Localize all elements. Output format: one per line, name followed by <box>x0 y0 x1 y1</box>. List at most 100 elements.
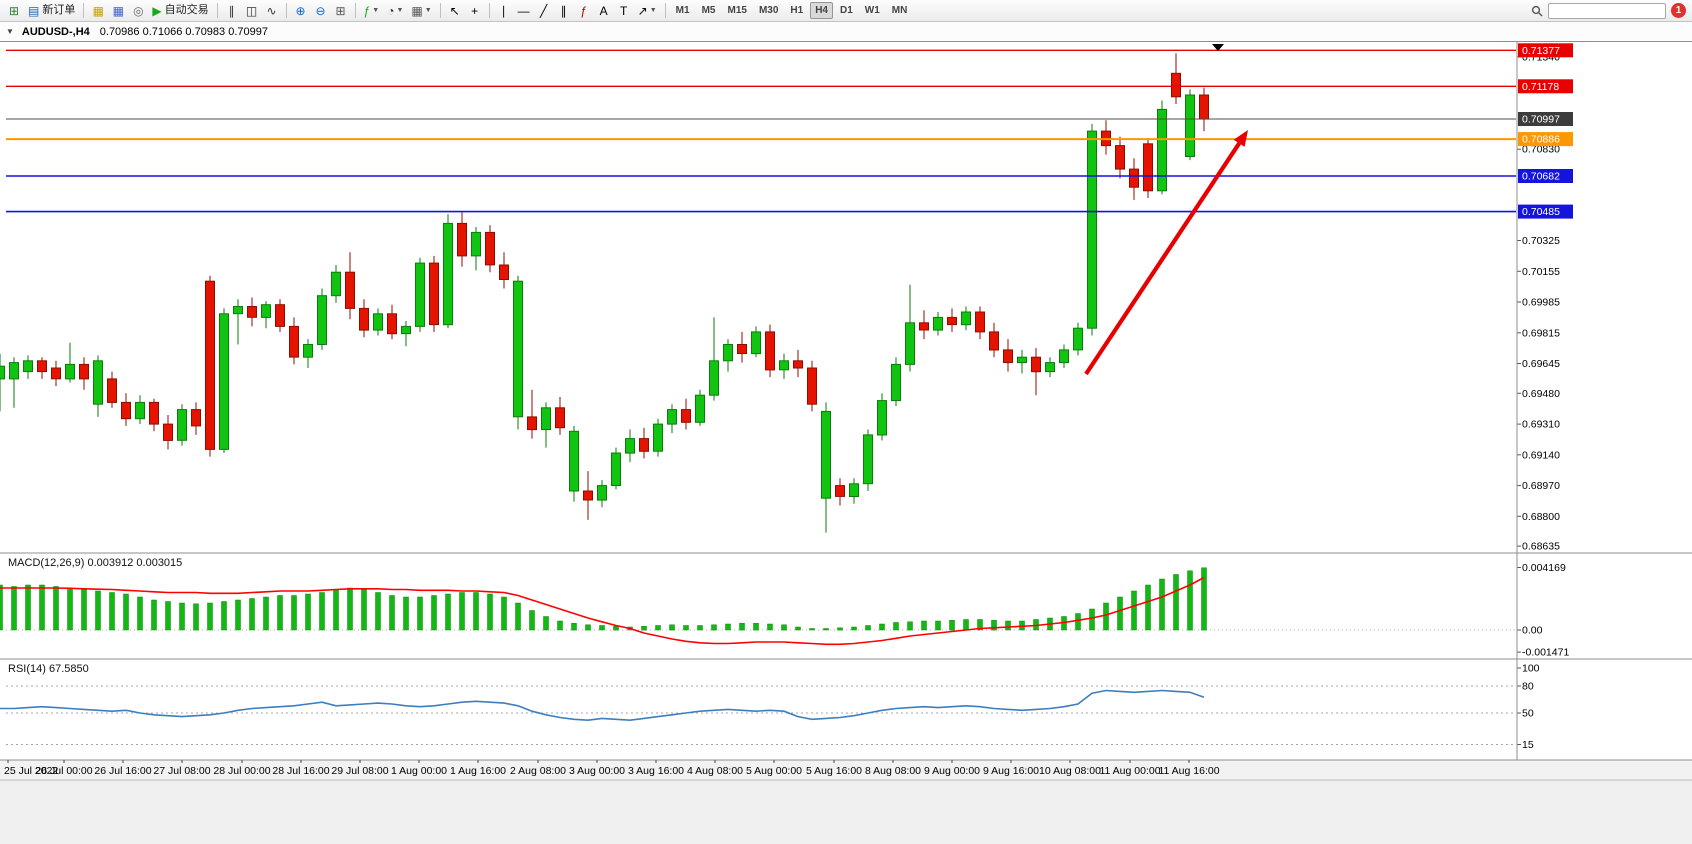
toolbar-zoom-out-button[interactable]: ⊖ <box>312 2 330 20</box>
tf-w1-button[interactable]: W1 <box>864 5 880 16</box>
main-toolbar: ⊞ ▤ 新订单 ▦ ▦ ◎ ▶ 自动交易 ∥ ◫ ∿ ⊕ ⊖ ⊞ ƒ ▼ ◔ ▼ ▦ ▼ ↖ + ∣ — ╱ ∥ ƒ A T ↗ ▼ M1 M5… <box>0 0 1692 22</box>
time-axis-strip <box>0 760 1692 780</box>
toolbar-market-watch-button[interactable]: ▦ <box>89 2 107 20</box>
templates-dropdown-caret[interactable]: ▼ <box>424 7 432 14</box>
macd-signal-line <box>0 576 1205 646</box>
vertical-line-icon: ∣ <box>500 3 507 18</box>
toolbar-horizontal-line-button[interactable]: — <box>515 2 533 20</box>
notification-badge[interactable]: 1 <box>1671 3 1686 18</box>
trend-arrow-annotation[interactable] <box>1084 130 1248 376</box>
chart-bars-icon: ∥ <box>228 3 235 18</box>
svg-text:27 Jul 08:00: 27 Jul 08:00 <box>153 765 210 777</box>
toolbar-trendline-button[interactable]: ╱ <box>535 2 553 20</box>
svg-text:0.69815: 0.69815 <box>1522 327 1560 339</box>
tf-m5-button[interactable]: M5 <box>701 5 716 16</box>
toolbar-autotrading-button[interactable]: ▶ 自动交易 <box>149 2 211 20</box>
svg-text:2 Aug 08:00: 2 Aug 08:00 <box>510 765 566 777</box>
toolbar-chart-bars-button[interactable]: ∥ <box>223 2 241 20</box>
horizontal-line-icon: — <box>517 3 530 18</box>
toolbar-separator <box>285 3 287 18</box>
toolbar-crosshair-button[interactable]: + <box>466 2 484 20</box>
autotrading-icon: ▶ <box>152 3 162 18</box>
toolbar-fibonacci-button[interactable]: ƒ <box>575 2 593 20</box>
svg-text:0.69140: 0.69140 <box>1522 449 1560 461</box>
svg-text:0.70325: 0.70325 <box>1522 235 1560 247</box>
indicators-icon: ƒ <box>363 3 371 18</box>
horizontal-lines-layer[interactable] <box>6 49 1516 213</box>
svg-text:26 Jul 16:00: 26 Jul 16:00 <box>94 765 151 777</box>
tf-d1-button[interactable]: D1 <box>839 5 853 16</box>
svg-text:-0.001471: -0.001471 <box>1522 647 1569 659</box>
candles-layer <box>0 53 1209 533</box>
svg-text:0.71178: 0.71178 <box>1522 81 1559 93</box>
rsi-panel: RSI(14) 67.5850 100 80 50 15 <box>0 663 1540 751</box>
svg-text:0.70485: 0.70485 <box>1522 206 1560 218</box>
search-icon <box>1531 5 1543 16</box>
svg-text:29 Jul 08:00: 29 Jul 08:00 <box>331 765 388 777</box>
svg-text:50: 50 <box>1522 708 1534 720</box>
one-click-trading-toggle[interactable]: ▼ <box>6 27 14 36</box>
text-tool-icon: A <box>599 3 608 18</box>
toolbar-text-tool-button[interactable]: A <box>595 2 613 20</box>
tile-windows-icon: ⊞ <box>335 3 346 18</box>
toolbar-zoom-in-button[interactable]: ⊕ <box>292 2 310 20</box>
toolbar-new-chart-button[interactable]: ⊞ <box>5 2 23 20</box>
svg-text:28 Jul 16:00: 28 Jul 16:00 <box>272 765 329 777</box>
svg-text:0.69985: 0.69985 <box>1522 297 1560 309</box>
svg-text:0.70997: 0.70997 <box>1522 114 1560 126</box>
autotrading-label: 自动交易 <box>164 4 209 16</box>
toolbar-separator <box>439 3 441 18</box>
toolbar-navigator-button[interactable]: ◎ <box>129 2 147 20</box>
tf-mn-button[interactable]: MN <box>891 5 908 16</box>
search-input[interactable] <box>1548 2 1666 19</box>
chart-candles-icon: ◫ <box>245 3 258 18</box>
svg-text:8 Aug 08:00: 8 Aug 08:00 <box>865 765 921 777</box>
arrows-tool-icon: ↗ <box>637 3 648 18</box>
svg-text:0.004169: 0.004169 <box>1522 562 1566 574</box>
toolbar-channel-button[interactable]: ∥ <box>555 2 573 20</box>
toolbar-separator <box>83 3 85 18</box>
svg-text:4 Aug 08:00: 4 Aug 08:00 <box>687 765 743 777</box>
toolbar-label-tool-button[interactable]: T <box>615 2 633 20</box>
svg-text:0.70155: 0.70155 <box>1522 266 1560 278</box>
toolbar-chart-candles-button[interactable]: ◫ <box>243 2 261 20</box>
arrows-tool-dropdown-caret[interactable]: ▼ <box>649 7 657 14</box>
toolbar-vertical-line-button[interactable]: ∣ <box>495 2 513 20</box>
toolbar-indicators-button[interactable]: ƒ ▼ <box>361 2 383 20</box>
data-window-icon: ▦ <box>112 3 125 18</box>
tf-h1-button[interactable]: H1 <box>790 5 804 16</box>
svg-text:0.69480: 0.69480 <box>1522 388 1560 400</box>
periods-menu-dropdown-caret[interactable]: ▼ <box>396 7 404 14</box>
svg-text:25 Jul 2022: 25 Jul 2022 <box>4 765 58 777</box>
toolbar-separator <box>354 3 356 18</box>
tf-m15-button[interactable]: M15 <box>727 5 747 16</box>
svg-text:3 Aug 16:00: 3 Aug 16:00 <box>628 765 684 777</box>
chart-shift-marker[interactable] <box>1212 44 1224 51</box>
toolbar-chart-line-button[interactable]: ∿ <box>263 2 281 20</box>
tf-m1-button[interactable]: M1 <box>675 5 690 16</box>
price-axis: 0.713400.708300.703250.701550.699850.698… <box>1517 43 1573 553</box>
new-order-icon: ▤ <box>28 3 40 18</box>
svg-text:1 Aug 00:00: 1 Aug 00:00 <box>391 765 447 777</box>
toolbar-arrows-tool-button[interactable]: ↗ ▼ <box>635 2 660 20</box>
svg-text:0.71377: 0.71377 <box>1522 45 1560 57</box>
zoom-out-icon: ⊖ <box>315 3 326 18</box>
svg-text:0.70830: 0.70830 <box>1522 144 1560 156</box>
toolbar-templates-button[interactable]: ▦ ▼ <box>408 2 434 20</box>
toolbar-tile-windows-button[interactable]: ⊞ <box>332 2 350 20</box>
svg-text:0.70886: 0.70886 <box>1522 134 1560 146</box>
indicators-dropdown-caret[interactable]: ▼ <box>372 7 380 14</box>
svg-text:11 Aug 16:00: 11 Aug 16:00 <box>1158 765 1219 777</box>
svg-text:0.00: 0.00 <box>1522 625 1543 637</box>
svg-text:15: 15 <box>1522 739 1534 751</box>
toolbar-new-order-button[interactable]: ▤ 新订单 <box>25 2 78 20</box>
toolbar-cursor-button[interactable]: ↖ <box>446 2 464 20</box>
tf-m30-button[interactable]: M30 <box>758 5 779 16</box>
toolbar-periods-menu-button[interactable]: ◔ ▼ <box>384 2 406 20</box>
svg-text:RSI(14) 67.5850: RSI(14) 67.5850 <box>8 663 89 675</box>
tf-h4-button[interactable]: H4 <box>810 2 833 19</box>
fibonacci-icon: ƒ <box>580 3 588 18</box>
toolbar-data-window-button[interactable]: ▦ <box>109 2 127 20</box>
